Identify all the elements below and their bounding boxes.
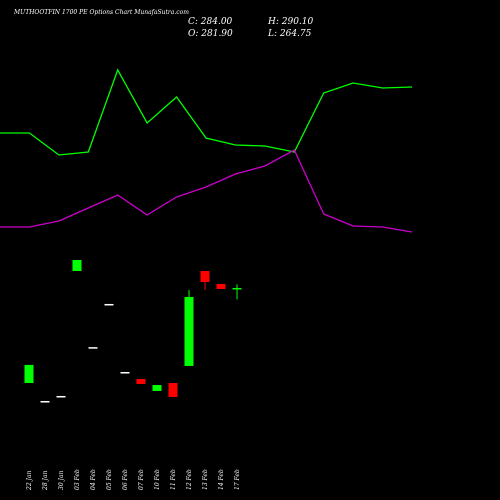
x-tick-label: 22 Jan (26, 470, 33, 491)
candle-body (200, 271, 210, 283)
candle-body (232, 287, 242, 290)
x-tick-label: 17 Feb (234, 469, 241, 490)
candle-body (24, 364, 34, 384)
x-tick-label: 05 Feb (106, 469, 113, 490)
candle-body (184, 296, 194, 366)
candle-body (72, 260, 82, 272)
x-tick-label: 30 Jan (58, 470, 65, 490)
candle-body (120, 372, 130, 374)
candle-body (216, 283, 226, 289)
high-label: H: 290.10 (267, 17, 314, 27)
open-label: O: 281.90 (188, 29, 233, 39)
candle-body (88, 347, 98, 349)
candle-body (168, 383, 178, 397)
candle-body (136, 378, 146, 384)
candle-body (40, 401, 50, 403)
close-label: C: 284.00 (188, 17, 233, 27)
candle-body (104, 303, 114, 306)
x-tick-label: 10 Feb (154, 469, 161, 490)
chart-title: MUTHOOTFIN 1700 PE Options Chart MunafaS… (13, 9, 189, 16)
line-series (0, 149, 413, 233)
x-tick-label: 14 Feb (218, 469, 225, 490)
x-tick-label: 07 Feb (138, 469, 145, 490)
low-label: L: 264.75 (267, 29, 312, 39)
x-tick-label: 12 Feb (186, 469, 193, 490)
x-tick-label: 03 Feb (74, 469, 81, 490)
line-series (0, 68, 413, 156)
x-tick-label: 13 Feb (202, 469, 209, 490)
x-tick-label: 04 Feb (90, 469, 97, 490)
candle-body (56, 395, 66, 398)
x-tick-label: 11 Feb (170, 469, 177, 490)
candle-body (152, 385, 162, 391)
x-tick-label: 06 Feb (122, 469, 129, 490)
x-tick-label: 28 Jan (42, 470, 49, 491)
